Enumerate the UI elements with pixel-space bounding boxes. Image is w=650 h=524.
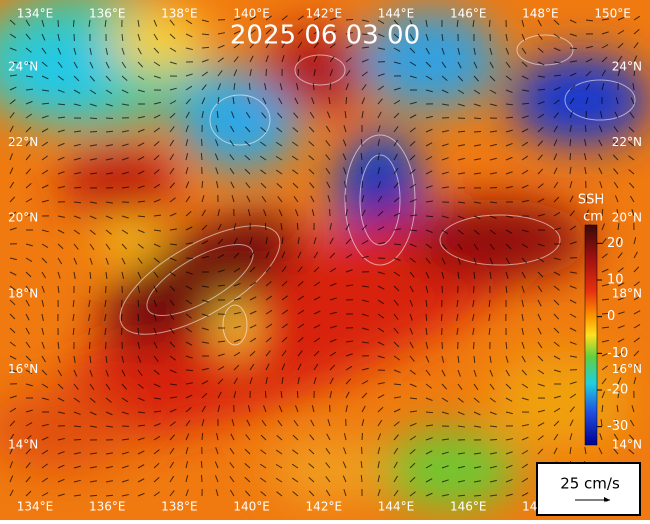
colorbar-tick-label: -10 xyxy=(607,346,628,361)
colorbar-tick-label: -30 xyxy=(607,419,628,434)
lon-label: 140°E xyxy=(233,7,270,21)
colorbar-tick-label: 20 xyxy=(607,236,624,251)
lon-label: 142°E xyxy=(306,500,343,514)
lat-label: 14°N xyxy=(8,438,38,452)
lat-label: 18°N xyxy=(612,286,642,300)
lon-label: 134°E xyxy=(17,500,54,514)
lon-label: 136°E xyxy=(89,500,126,514)
lat-label: 16°N xyxy=(8,362,38,376)
lon-label: 134°E xyxy=(17,7,54,21)
colorbar xyxy=(585,225,597,445)
colorbar-tick-label: 0 xyxy=(607,309,615,324)
map-title: 2025 06 03 00 xyxy=(230,21,420,51)
lat-label: 18°N xyxy=(8,286,38,300)
scale-label: 25 cm/s xyxy=(560,475,620,493)
lon-label: 136°E xyxy=(89,7,126,21)
lon-label: 146°E xyxy=(450,500,487,514)
lat-label: 14°N xyxy=(612,438,642,452)
lon-label: 138°E xyxy=(161,500,198,514)
lon-label: 146°E xyxy=(450,7,487,21)
lon-label: 148°E xyxy=(522,7,559,21)
lat-label: 22°N xyxy=(612,135,642,149)
lon-label: 138°E xyxy=(161,7,198,21)
lat-label: 22°N xyxy=(8,135,38,149)
lon-label: 150°E xyxy=(594,500,631,514)
colorbar-tick-label: -20 xyxy=(607,383,628,398)
lon-label: 144°E xyxy=(378,500,415,514)
lat-label: 20°N xyxy=(612,211,642,225)
lon-label: 150°E xyxy=(594,7,631,21)
lat-label: 16°N xyxy=(612,362,642,376)
lat-label: 24°N xyxy=(612,60,642,74)
lon-label: 140°E xyxy=(233,500,270,514)
colorbar-unit: cm xyxy=(583,210,603,225)
lon-label: 148°E xyxy=(522,500,559,514)
lat-label: 20°N xyxy=(8,211,38,225)
lon-label: 142°E xyxy=(306,7,343,21)
lon-label: 144°E xyxy=(378,7,415,21)
lat-label: 24°N xyxy=(8,60,38,74)
colorbar-label: SSH xyxy=(578,193,604,208)
colorbar-tick-label: 10 xyxy=(607,273,624,288)
